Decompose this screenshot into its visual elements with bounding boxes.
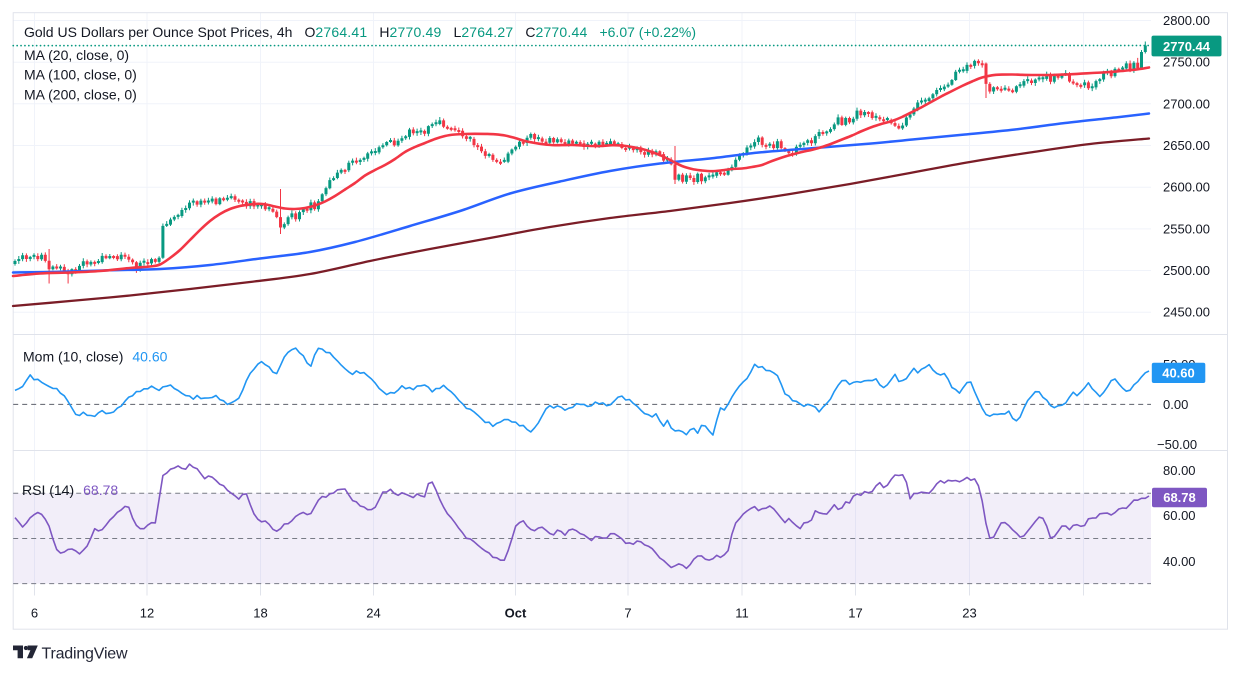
svg-text:60.00: 60.00 <box>1163 508 1196 523</box>
svg-text:17: 17 <box>848 606 862 621</box>
svg-text:−50.00: −50.00 <box>1157 437 1197 452</box>
svg-text:24: 24 <box>366 606 380 621</box>
svg-text:2450.00: 2450.00 <box>1163 305 1210 320</box>
svg-text:18: 18 <box>253 606 267 621</box>
svg-text:RSI (14)68.78: RSI (14) 68.78 <box>22 482 118 498</box>
svg-text:MA (20, close, 0): MA (20, close, 0) <box>24 47 129 63</box>
svg-text:2750.00: 2750.00 <box>1163 55 1210 70</box>
svg-text:MA (100, close, 0): MA (100, close, 0) <box>24 67 137 83</box>
svg-text:6: 6 <box>31 606 38 621</box>
svg-text:2700.00: 2700.00 <box>1163 96 1210 111</box>
svg-text:68.78: 68.78 <box>1163 490 1196 505</box>
svg-text:7: 7 <box>624 606 631 621</box>
svg-text:11: 11 <box>735 606 749 621</box>
svg-text:MA (200, close, 0): MA (200, close, 0) <box>24 87 137 103</box>
svg-text:23: 23 <box>962 606 976 621</box>
svg-text:Oct: Oct <box>505 606 527 621</box>
svg-text:Gold US Dollars per Ounce Spot: Gold US Dollars per Ounce Spot Prices, 4… <box>24 24 696 40</box>
svg-text:12: 12 <box>140 606 154 621</box>
svg-text:2600.00: 2600.00 <box>1163 180 1210 195</box>
svg-text:Mom (10, close)40.60: Mom (10, close) 40.60 <box>23 349 168 365</box>
svg-text:2500.00: 2500.00 <box>1163 263 1210 278</box>
svg-text:2650.00: 2650.00 <box>1163 138 1210 153</box>
svg-text:2770.44: 2770.44 <box>1163 39 1211 54</box>
svg-text:0.00: 0.00 <box>1163 397 1188 412</box>
svg-text:40.00: 40.00 <box>1163 554 1196 569</box>
svg-text:2800.00: 2800.00 <box>1163 13 1210 28</box>
svg-text:80.00: 80.00 <box>1163 463 1196 478</box>
svg-text:40.60: 40.60 <box>1162 366 1195 381</box>
svg-text:TradingView: TradingView <box>42 646 128 663</box>
svg-text:2550.00: 2550.00 <box>1163 221 1210 236</box>
